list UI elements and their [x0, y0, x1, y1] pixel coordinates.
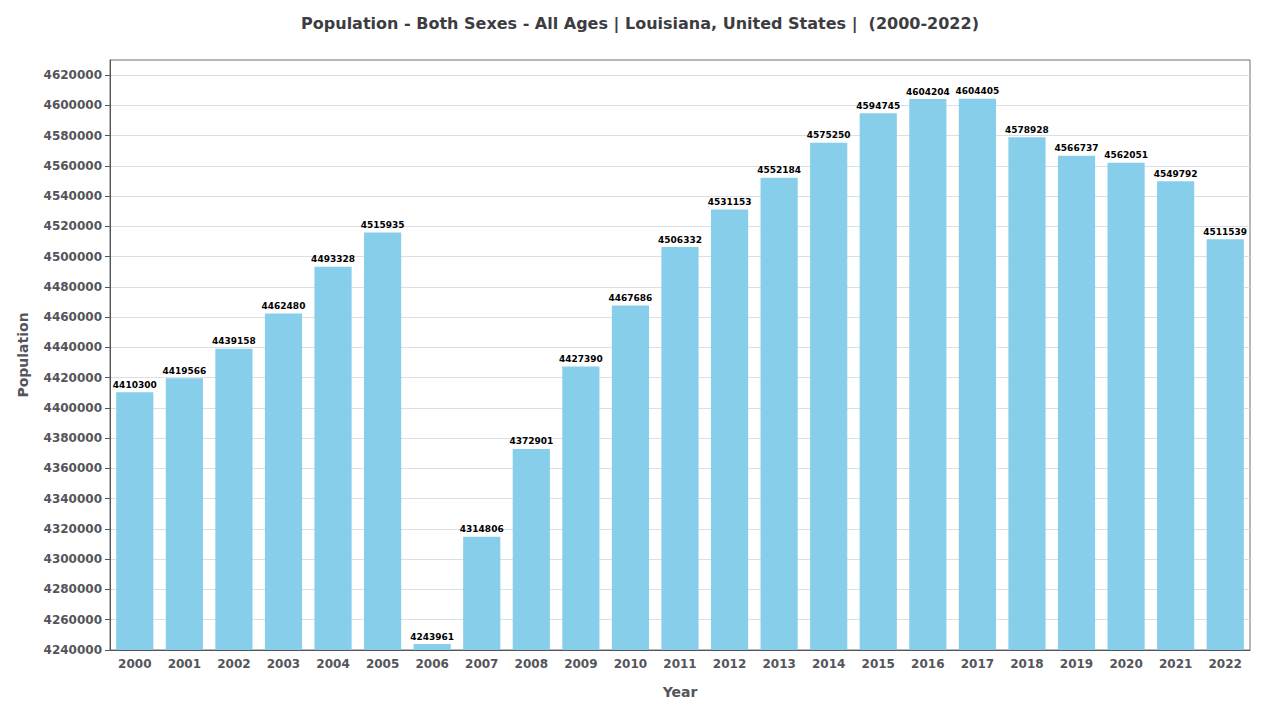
svg-text:4578928: 4578928: [1005, 125, 1049, 135]
svg-text:4410300: 4410300: [113, 380, 157, 390]
svg-text:4320000: 4320000: [44, 522, 102, 536]
svg-text:4314806: 4314806: [460, 524, 504, 534]
svg-text:2003: 2003: [267, 657, 300, 671]
svg-text:2009: 2009: [564, 657, 597, 671]
svg-text:2002: 2002: [217, 657, 250, 671]
svg-text:2010: 2010: [614, 657, 647, 671]
svg-text:Population - Both Sexes - All: Population - Both Sexes - All Ages | Lou…: [301, 14, 979, 34]
svg-text:4480000: 4480000: [44, 280, 102, 294]
svg-text:4620000: 4620000: [44, 68, 102, 82]
svg-text:4427390: 4427390: [559, 354, 603, 364]
svg-text:2001: 2001: [168, 657, 201, 671]
svg-text:2000: 2000: [118, 657, 151, 671]
svg-text:4419566: 4419566: [162, 366, 206, 376]
svg-text:2019: 2019: [1060, 657, 1093, 671]
svg-text:4552184: 4552184: [757, 165, 801, 175]
svg-text:4260000: 4260000: [44, 613, 102, 627]
svg-text:4467686: 4467686: [609, 293, 653, 303]
svg-text:4566737: 4566737: [1055, 143, 1099, 153]
svg-text:Year: Year: [662, 684, 698, 700]
svg-text:4380000: 4380000: [44, 431, 102, 445]
svg-text:2021: 2021: [1159, 657, 1192, 671]
svg-text:4594745: 4594745: [856, 101, 900, 111]
svg-text:2007: 2007: [465, 657, 498, 671]
svg-text:Population: Population: [15, 312, 31, 397]
svg-text:4506332: 4506332: [658, 235, 702, 245]
svg-text:4575250: 4575250: [807, 130, 851, 140]
svg-text:4400000: 4400000: [44, 401, 102, 415]
svg-text:4243961: 4243961: [410, 632, 454, 642]
svg-text:4439158: 4439158: [212, 336, 256, 346]
svg-text:4462480: 4462480: [262, 301, 306, 311]
svg-text:2006: 2006: [415, 657, 448, 671]
svg-text:4604405: 4604405: [955, 86, 999, 96]
svg-text:2016: 2016: [911, 657, 944, 671]
svg-text:4531153: 4531153: [708, 197, 752, 207]
svg-text:2011: 2011: [663, 657, 696, 671]
svg-text:4280000: 4280000: [44, 582, 102, 596]
svg-text:4515935: 4515935: [361, 220, 405, 230]
svg-text:4520000: 4520000: [44, 219, 102, 233]
svg-text:4511539: 4511539: [1203, 227, 1247, 237]
svg-text:2008: 2008: [515, 657, 548, 671]
svg-text:4360000: 4360000: [44, 461, 102, 475]
svg-text:4540000: 4540000: [44, 189, 102, 203]
svg-text:2015: 2015: [862, 657, 895, 671]
svg-text:2022: 2022: [1209, 657, 1242, 671]
svg-text:4549792: 4549792: [1154, 169, 1198, 179]
svg-text:4493328: 4493328: [311, 254, 355, 264]
svg-text:4440000: 4440000: [44, 340, 102, 354]
svg-text:2005: 2005: [366, 657, 399, 671]
svg-text:4562051: 4562051: [1104, 150, 1148, 160]
svg-text:4300000: 4300000: [44, 552, 102, 566]
svg-text:4460000: 4460000: [44, 310, 102, 324]
svg-text:4420000: 4420000: [44, 371, 102, 385]
svg-text:4240000: 4240000: [44, 643, 102, 657]
svg-text:2012: 2012: [713, 657, 746, 671]
svg-text:4340000: 4340000: [44, 492, 102, 506]
svg-text:4600000: 4600000: [44, 98, 102, 112]
svg-text:2020: 2020: [1109, 657, 1142, 671]
svg-text:4580000: 4580000: [44, 129, 102, 143]
svg-text:4604204: 4604204: [906, 87, 950, 97]
svg-text:2018: 2018: [1010, 657, 1043, 671]
svg-text:2017: 2017: [961, 657, 994, 671]
svg-text:4372901: 4372901: [509, 436, 553, 446]
svg-text:4500000: 4500000: [44, 250, 102, 264]
svg-text:2013: 2013: [762, 657, 795, 671]
svg-text:2004: 2004: [316, 657, 349, 671]
svg-text:4560000: 4560000: [44, 159, 102, 173]
svg-text:2014: 2014: [812, 657, 845, 671]
